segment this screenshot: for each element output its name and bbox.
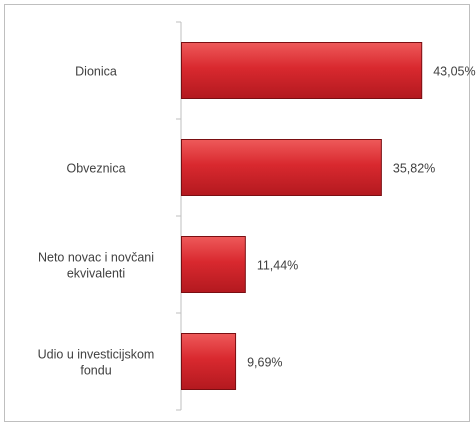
category-label-line: Dionica	[75, 65, 117, 79]
bar	[182, 140, 382, 196]
data-label: 9,69%	[247, 356, 282, 370]
category-label-line: fondu	[80, 364, 111, 378]
category-label-line: Udio u investicijskom	[38, 348, 155, 362]
category-label-line: Obveznica	[66, 162, 125, 176]
category-label: Udio u investicijskom fondu	[38, 348, 155, 378]
category-label: Obveznica	[66, 162, 125, 176]
category-label: Dionica	[75, 65, 117, 79]
category-label: Neto novac i novčani ekvivalenti	[38, 251, 154, 281]
bar	[182, 43, 422, 99]
category-label-line: Neto novac i novčani	[38, 251, 154, 265]
bar	[182, 334, 236, 390]
bar	[182, 237, 246, 293]
data-label: 35,82%	[393, 162, 435, 176]
category-label-line: ekvivalenti	[67, 267, 125, 281]
data-label: 43,05%	[433, 65, 475, 79]
data-label: 11,44%	[257, 259, 298, 273]
